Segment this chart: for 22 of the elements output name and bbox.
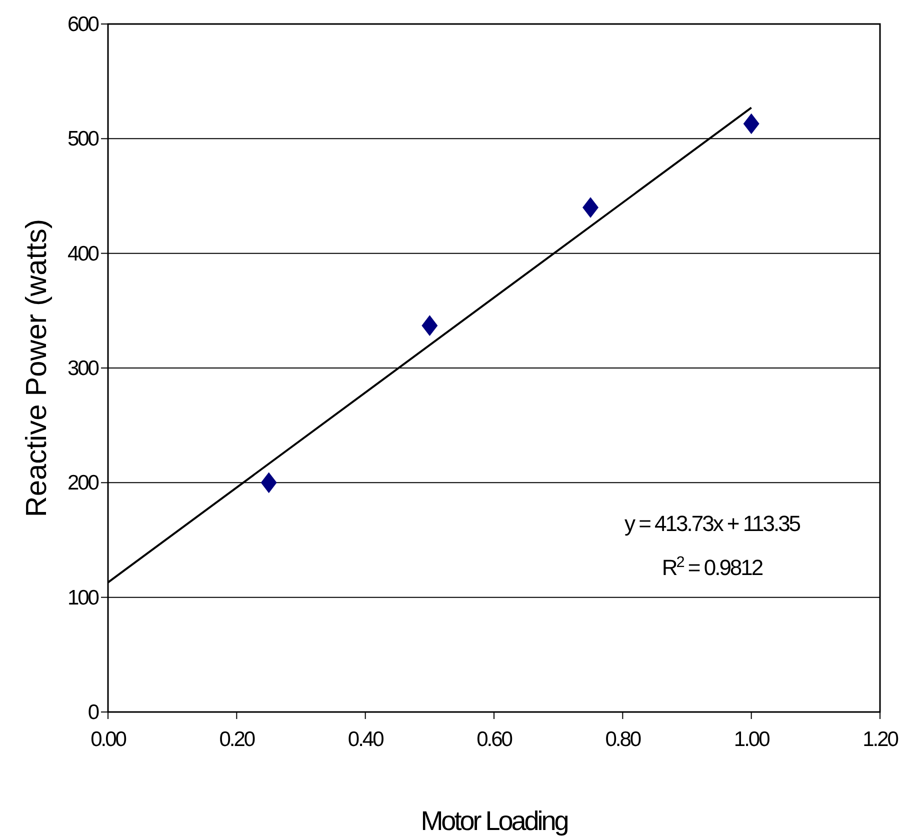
x-tick-label: 1.20	[862, 728, 898, 751]
annotation: R$^{2}$ = 0.9812	[662, 554, 764, 580]
x-tick-label: 0.60	[476, 728, 512, 751]
x-tick-label: 1.00	[734, 728, 770, 751]
x-axis-title: Motor Loading	[420, 806, 568, 836]
point	[582, 197, 598, 218]
y-tick-label: 600	[67, 13, 99, 36]
y-tick-label: 100	[67, 586, 99, 610]
annotation: y = 413.73x + 113.35	[624, 511, 801, 536]
point	[260, 472, 277, 494]
x-tick-label: 0.40	[348, 728, 384, 751]
x-tick-label: 0.00	[90, 728, 126, 751]
point	[422, 315, 438, 336]
y-tick-label: 200	[67, 472, 99, 495]
y-axis-title: Reactive Power (watts)	[21, 218, 53, 518]
y-tick-label: 300	[67, 357, 99, 380]
x-tick-label: 0.80	[605, 728, 641, 751]
x-tick-label: 0.20	[219, 728, 255, 751]
y-tick-label: 400	[67, 242, 99, 266]
point	[743, 113, 760, 134]
y-tick-label: 500	[67, 128, 99, 151]
y-tick-label: 0	[88, 701, 99, 724]
